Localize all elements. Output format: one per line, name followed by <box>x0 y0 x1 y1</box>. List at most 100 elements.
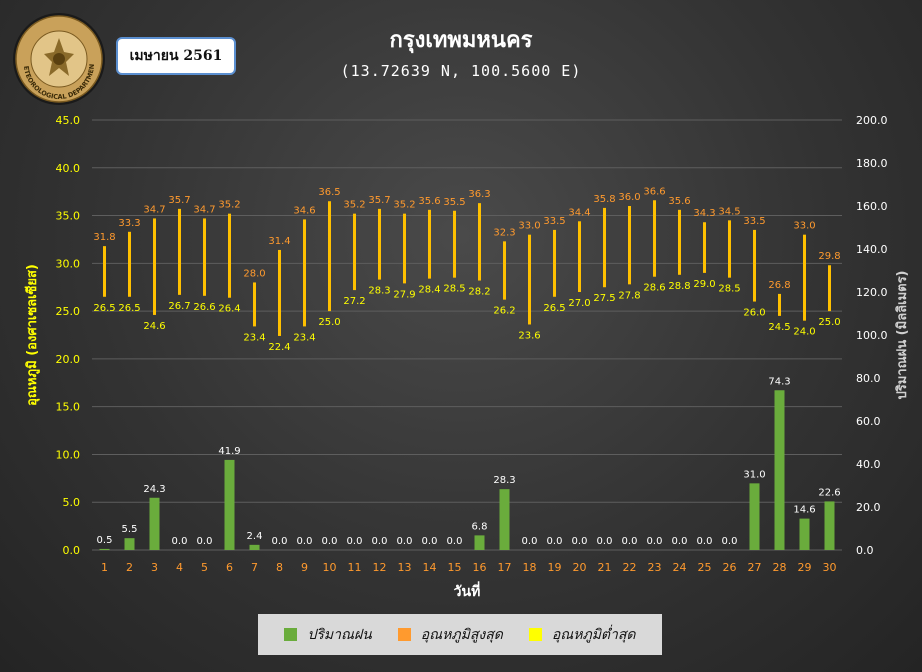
meteorological-department-logo: METEOROLOGICAL DEPARTMENT <box>12 12 105 105</box>
tmax-value-label: 34.4 <box>568 207 590 218</box>
x-tick-label: 22 <box>623 561 637 574</box>
tmin-value-label: 27.9 <box>393 289 415 300</box>
chart-title: กรุงเทพมหนคร <box>389 28 533 53</box>
tmax-value-label: 34.6 <box>293 205 315 216</box>
x-tick-label: 4 <box>176 561 183 574</box>
x-tick-label: 6 <box>226 561 233 574</box>
temp-range-bar <box>328 201 331 312</box>
x-tick-label: 8 <box>276 561 283 574</box>
legend-swatch-tmin <box>528 628 542 641</box>
tmin-value-label: 24.5 <box>768 322 790 333</box>
rain-value-label: 2.4 <box>247 531 263 542</box>
tmin-value-label: 26.5 <box>118 303 140 314</box>
rain-value-label: 0.0 <box>397 536 413 547</box>
x-tick-label: 30 <box>823 561 837 574</box>
tmax-value-label: 35.7 <box>368 195 390 206</box>
x-tick-label: 20 <box>573 561 587 574</box>
temp-range-bar <box>453 210 456 278</box>
tmax-value-label: 33.3 <box>118 218 140 229</box>
rain-value-label: 0.0 <box>447 536 463 547</box>
temp-range-bar <box>528 234 531 325</box>
rain-value-label: 41.9 <box>218 446 240 457</box>
temp-range-bar <box>203 218 206 296</box>
rain-value-label: 0.0 <box>697 536 713 547</box>
rain-value-label: 0.0 <box>672 536 688 547</box>
rain-value-label: 24.3 <box>143 484 165 495</box>
y-left-tick-label: 5.0 <box>63 496 81 509</box>
tmin-value-label: 28.4 <box>418 285 440 296</box>
x-tick-label: 11 <box>348 561 362 574</box>
temp-range-bar <box>728 220 731 278</box>
x-tick-label: 27 <box>748 561 762 574</box>
rain-value-label: 0.0 <box>622 536 638 547</box>
tmin-value-label: 23.4 <box>243 332 265 343</box>
legend-label-tmax: อุณหภูมิสูงสุด <box>420 626 503 643</box>
rain-value-label: 22.6 <box>818 487 840 498</box>
temp-range-bar <box>703 222 706 273</box>
y-right-tick-label: 200.0 <box>856 114 888 127</box>
rain-bar <box>224 459 235 550</box>
tmax-value-label: 29.8 <box>818 251 840 262</box>
tmax-value-label: 35.5 <box>443 197 465 208</box>
x-tick-label: 7 <box>251 561 258 574</box>
tmin-value-label: 28.5 <box>718 284 740 295</box>
temp-range-bar <box>603 207 606 288</box>
tmax-value-label: 33.5 <box>543 216 565 227</box>
tmin-value-label: 24.0 <box>793 327 815 338</box>
x-tick-label: 26 <box>723 561 737 574</box>
x-tick-label: 23 <box>648 561 662 574</box>
temp-range-bar <box>303 219 306 327</box>
tmax-value-label: 31.4 <box>268 236 290 247</box>
x-tick-label: 21 <box>598 561 612 574</box>
tmax-value-label: 35.6 <box>668 196 690 207</box>
x-tick-label: 1 <box>101 561 108 574</box>
temp-range-bar <box>778 293 781 316</box>
y-right-tick-label: 20.0 <box>856 501 881 514</box>
tmin-value-label: 27.2 <box>343 296 365 307</box>
rain-value-label: 0.0 <box>547 536 563 547</box>
tmax-value-label: 35.2 <box>218 200 240 211</box>
rain-value-label: 5.5 <box>122 524 138 535</box>
tmax-value-label: 34.3 <box>693 208 715 219</box>
tmin-value-label: 26.5 <box>93 303 115 314</box>
y-left-tick-label: 45.0 <box>56 114 81 127</box>
x-tick-label: 5 <box>201 561 208 574</box>
rain-value-label: 0.0 <box>197 536 213 547</box>
temp-range-bar <box>553 229 556 297</box>
x-tick-label: 28 <box>773 561 787 574</box>
temp-range-bar <box>428 209 431 279</box>
temp-range-bar <box>403 213 406 284</box>
tmax-value-label: 36.0 <box>618 192 640 203</box>
tmin-value-label: 24.6 <box>143 321 165 332</box>
x-tick-label: 13 <box>398 561 412 574</box>
temp-range-bar <box>578 221 581 292</box>
month-label: เมษายน 2561 <box>116 37 236 75</box>
temp-range-bar <box>628 206 631 285</box>
rain-value-label: 0.0 <box>522 536 538 547</box>
rain-bar <box>249 544 260 550</box>
tmax-value-label: 35.7 <box>168 195 190 206</box>
temp-range-bar <box>828 265 831 312</box>
x-tick-label: 10 <box>323 561 337 574</box>
temp-range-bar <box>278 249 281 336</box>
rain-value-label: 31.0 <box>743 469 765 480</box>
tmax-value-label: 35.2 <box>343 200 365 211</box>
x-tick-label: 18 <box>523 561 537 574</box>
rain-value-label: 6.8 <box>472 521 488 532</box>
x-tick-label: 25 <box>698 561 712 574</box>
y-right-tick-label: 180.0 <box>856 157 888 170</box>
y-left-tick-label: 35.0 <box>56 210 81 223</box>
tmin-value-label: 23.4 <box>293 332 315 343</box>
tmax-value-label: 35.8 <box>593 194 615 205</box>
tmax-value-label: 32.3 <box>493 227 515 238</box>
legend-item-tmin: อุณหภูมิต่ำสุด <box>528 624 636 646</box>
temp-range-bar <box>653 200 656 277</box>
x-tick-label: 3 <box>151 561 158 574</box>
rain-value-label: 0.0 <box>572 536 588 547</box>
tmax-value-label: 33.5 <box>743 216 765 227</box>
rain-bar <box>799 518 810 550</box>
y-right-tick-label: 80.0 <box>856 372 881 385</box>
y-left-tick-label: 25.0 <box>56 305 81 318</box>
temp-range-bar <box>353 213 356 291</box>
rain-value-label: 0.0 <box>322 536 338 547</box>
